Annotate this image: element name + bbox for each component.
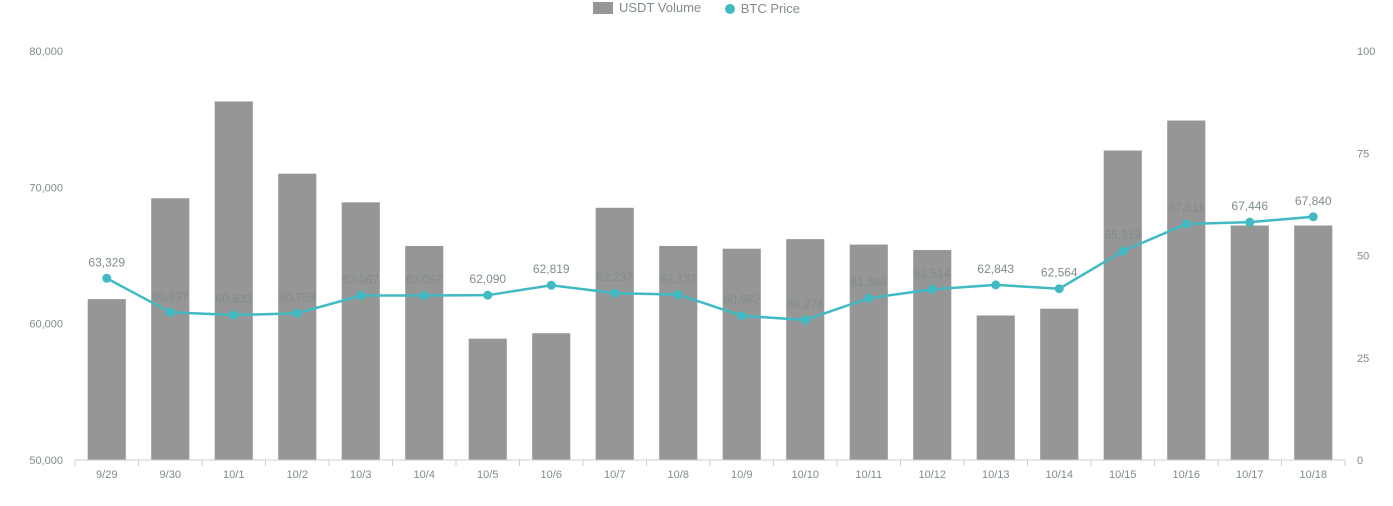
- x-tick-label: 10/3: [350, 469, 371, 481]
- price-label: 62,237: [596, 270, 633, 284]
- bar: [469, 339, 507, 460]
- price-marker: [737, 311, 746, 320]
- price-label: 63,329: [88, 255, 125, 269]
- x-tick-label: 10/8: [668, 469, 689, 481]
- bar: [1167, 121, 1205, 460]
- price-label: 67,446: [1231, 199, 1268, 213]
- price-marker: [483, 291, 492, 300]
- bar: [215, 101, 253, 460]
- price-label: 67,840: [1295, 194, 1332, 208]
- price-label: 60,759: [279, 290, 316, 304]
- price-marker: [420, 291, 429, 300]
- legend-label-volume: USDT Volume: [619, 0, 701, 15]
- x-tick-label: 10/12: [918, 469, 946, 481]
- bar: [1040, 309, 1078, 460]
- price-marker: [293, 309, 302, 318]
- price-marker: [229, 311, 238, 320]
- price-marker: [356, 291, 365, 300]
- price-marker: [801, 315, 810, 324]
- x-tick-label: 10/14: [1045, 469, 1073, 481]
- x-tick-label: 10/7: [604, 469, 625, 481]
- x-tick-label: 10/11: [855, 469, 882, 481]
- bar: [786, 239, 824, 460]
- y-right-tick-label: 0: [1357, 455, 1363, 467]
- price-label: 62,067: [406, 272, 443, 286]
- x-tick-label: 10/15: [1109, 469, 1137, 481]
- y-left-tick-label: 50,000: [29, 455, 63, 467]
- legend-swatch-bar: [593, 2, 613, 14]
- bar: [596, 208, 634, 460]
- price-label: 60,582: [723, 293, 760, 307]
- x-tick-label: 10/16: [1172, 469, 1200, 481]
- bar: [532, 333, 570, 460]
- y-left-tick-label: 60,000: [29, 319, 63, 331]
- bar: [1294, 226, 1332, 460]
- price-label: 62,843: [977, 262, 1014, 276]
- price-label: 67,311: [1168, 201, 1204, 215]
- price-marker: [1118, 247, 1127, 256]
- legend: USDT Volume BTC Price: [0, 0, 1393, 17]
- price-label: 61,868: [850, 275, 887, 289]
- y-right-tick-label: 50: [1357, 251, 1369, 263]
- x-tick-label: 10/6: [541, 469, 562, 481]
- price-label: 62,819: [533, 262, 570, 276]
- y-left-tick-label: 70,000: [29, 182, 63, 194]
- price-label: 62,090: [469, 272, 506, 286]
- price-marker: [991, 280, 1000, 289]
- price-marker: [166, 308, 175, 317]
- legend-item-price: BTC Price: [725, 1, 800, 16]
- price-label: 60,274: [787, 297, 824, 311]
- price-marker: [547, 281, 556, 290]
- x-tick-label: 10/4: [414, 469, 435, 481]
- x-tick-label: 10/17: [1236, 469, 1264, 481]
- combo-chart: USDT Volume BTC Price 50,000 60,000 70,000…: [0, 0, 1393, 506]
- x-tick-label: 10/18: [1299, 469, 1327, 481]
- bar: [913, 250, 951, 460]
- legend-label-price: BTC Price: [741, 1, 800, 16]
- bar: [1104, 151, 1142, 460]
- bar: [151, 198, 189, 460]
- y-left-tick-label: 80,000: [29, 46, 63, 58]
- bar: [342, 202, 380, 460]
- price-label: 60,633: [215, 292, 252, 306]
- price-label: 60,837: [152, 289, 189, 303]
- price-marker: [610, 289, 619, 298]
- x-tick-label: 10/13: [982, 469, 1010, 481]
- price-label: 62,067: [342, 272, 379, 286]
- price-marker: [864, 294, 873, 303]
- x-tick-label: 10/10: [791, 469, 819, 481]
- price-label: 62,564: [1041, 266, 1078, 280]
- bar: [723, 249, 761, 460]
- price-label: 62,514: [914, 266, 951, 280]
- x-tick-label: 10/9: [731, 469, 752, 481]
- chart-svg: 50,000 60,000 70,000 80,000 0 25 50 75 100 9/29 9/…: [0, 0, 1393, 506]
- x-tick-label: 10/5: [477, 469, 498, 481]
- price-marker: [1182, 219, 1191, 228]
- price-marker: [1309, 212, 1318, 221]
- bar: [88, 299, 126, 460]
- price-marker: [674, 290, 683, 299]
- price-label: 62,132: [660, 272, 697, 286]
- price-marker: [102, 274, 111, 283]
- price-marker: [928, 285, 937, 294]
- y-right-tick-label: 25: [1357, 353, 1369, 365]
- x-tick-label: 10/1: [223, 469, 244, 481]
- y-right-tick-label: 100: [1357, 46, 1375, 58]
- legend-swatch-dot: [725, 4, 735, 14]
- x-tick-label: 10/2: [287, 469, 308, 481]
- price-label: 65,319: [1104, 228, 1141, 242]
- bar: [1231, 226, 1269, 460]
- legend-item-volume: USDT Volume: [593, 0, 701, 15]
- x-tick-label: 9/30: [160, 469, 181, 481]
- x-tick-label: 9/29: [96, 469, 117, 481]
- price-marker: [1245, 218, 1254, 227]
- price-marker: [1055, 284, 1064, 293]
- y-right-tick-label: 75: [1357, 148, 1369, 160]
- bar: [977, 315, 1015, 460]
